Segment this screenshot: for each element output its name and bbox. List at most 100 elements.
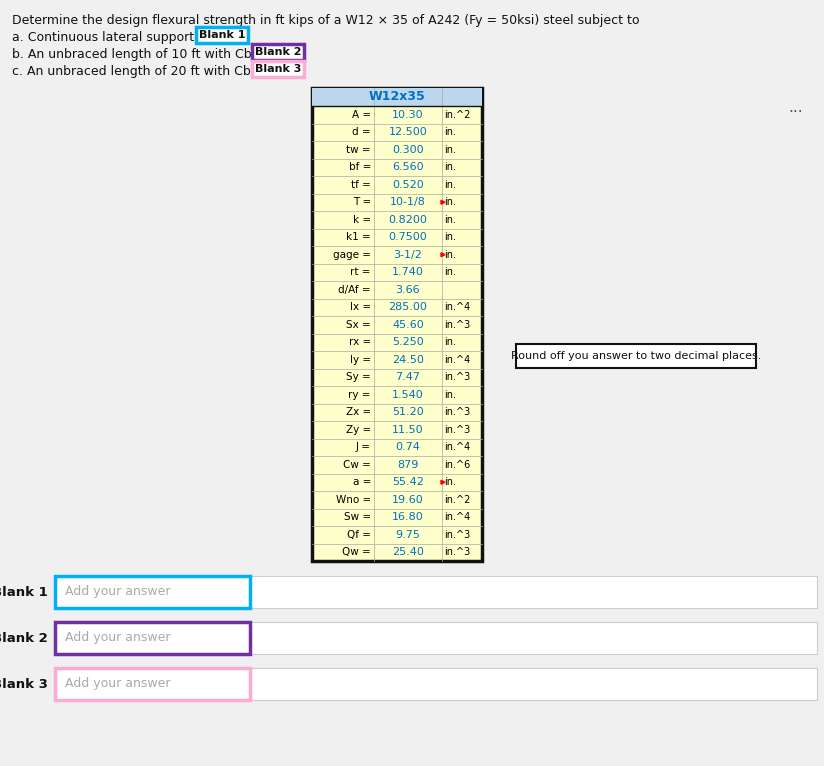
Text: Sw =: Sw =	[344, 512, 371, 522]
Text: in.^2: in.^2	[444, 110, 471, 119]
Text: T =: T =	[353, 198, 371, 208]
Text: in.: in.	[444, 145, 456, 155]
Text: in.: in.	[444, 477, 456, 487]
Text: 0.74: 0.74	[396, 442, 420, 452]
Text: Blank 2: Blank 2	[0, 631, 48, 644]
Text: Qf =: Qf =	[347, 530, 371, 540]
Polygon shape	[441, 253, 445, 257]
Text: W12x35: W12x35	[368, 90, 425, 103]
Text: Wno =: Wno =	[335, 495, 371, 505]
Text: in.^3: in.^3	[444, 547, 471, 557]
Text: in.^2: in.^2	[444, 495, 471, 505]
Text: 51.20: 51.20	[392, 408, 424, 417]
Bar	[516, 344, 756, 368]
Text: J =: J =	[356, 442, 371, 452]
Text: Add your answer: Add your answer	[65, 631, 171, 644]
Text: in.^3: in.^3	[444, 530, 471, 540]
Text: b. An unbraced length of 10 ft with Cb = 1.0.: b. An unbraced length of 10 ft with Cb =…	[12, 48, 294, 61]
Text: d =: d =	[353, 127, 371, 137]
Text: 11.50: 11.50	[392, 425, 424, 435]
Text: A =: A =	[352, 110, 371, 119]
Text: ry =: ry =	[349, 390, 371, 400]
Text: 10-1/8: 10-1/8	[390, 198, 426, 208]
Bar	[252, 44, 304, 60]
Text: in.^4: in.^4	[444, 512, 471, 522]
Text: Add your answer: Add your answer	[65, 585, 171, 598]
Text: in.: in.	[444, 180, 456, 190]
Text: 3.66: 3.66	[396, 285, 420, 295]
Text: tf =: tf =	[351, 180, 371, 190]
Text: 9.75: 9.75	[396, 530, 420, 540]
Text: in.: in.	[444, 127, 456, 137]
Bar	[196, 27, 248, 43]
Text: Cw =: Cw =	[343, 460, 371, 470]
Text: 0.7500: 0.7500	[389, 232, 428, 242]
Text: gage =: gage =	[333, 250, 371, 260]
Text: 45.60: 45.60	[392, 319, 424, 329]
Text: Zy =: Zy =	[346, 425, 371, 435]
Text: 0.8200: 0.8200	[389, 214, 428, 224]
Bar	[55, 622, 817, 654]
Text: 0.300: 0.300	[392, 145, 424, 155]
Text: Determine the design flexural strength in ft kips of a W12 × 35 of A242 (Fy = 50: Determine the design flexural strength i…	[12, 14, 639, 27]
Text: ...: ...	[789, 100, 803, 115]
Text: Ix =: Ix =	[350, 303, 371, 313]
Text: Blank 1: Blank 1	[0, 585, 48, 598]
Text: in.^4: in.^4	[444, 355, 471, 365]
Text: c. An unbraced length of 20 ft with Cb = 1.0.: c. An unbraced length of 20 ft with Cb =…	[12, 65, 293, 78]
Text: Add your answer: Add your answer	[65, 677, 171, 690]
Text: in.^4: in.^4	[444, 303, 471, 313]
Text: Zx =: Zx =	[346, 408, 371, 417]
Text: 3-1/2: 3-1/2	[394, 250, 423, 260]
Text: Sy =: Sy =	[346, 372, 371, 382]
Text: in.^3: in.^3	[444, 425, 471, 435]
Bar	[312, 88, 482, 561]
Bar	[312, 88, 482, 106]
Text: in.: in.	[444, 232, 456, 242]
Text: a =: a =	[353, 477, 371, 487]
Text: a. Continuous lateral support.: a. Continuous lateral support.	[12, 31, 198, 44]
Text: d/Af =: d/Af =	[339, 285, 371, 295]
Polygon shape	[441, 480, 445, 484]
Text: in.^4: in.^4	[444, 442, 471, 452]
Text: in.^6: in.^6	[444, 460, 471, 470]
Text: rx =: rx =	[349, 337, 371, 347]
Bar	[55, 668, 250, 700]
Text: Blank 3: Blank 3	[255, 64, 302, 74]
Text: 55.42: 55.42	[392, 477, 424, 487]
Text: in.: in.	[444, 162, 456, 172]
Text: in.: in.	[444, 390, 456, 400]
Text: Round off you answer to two decimal places.: Round off you answer to two decimal plac…	[511, 351, 761, 361]
Polygon shape	[441, 200, 445, 205]
Text: in.: in.	[444, 250, 456, 260]
Text: Blank 3: Blank 3	[0, 677, 48, 690]
Text: 10.30: 10.30	[392, 110, 424, 119]
Text: 0.520: 0.520	[392, 180, 424, 190]
Text: k =: k =	[353, 214, 371, 224]
Bar	[55, 622, 250, 654]
Text: 7.47: 7.47	[396, 372, 420, 382]
Text: Sx =: Sx =	[346, 319, 371, 329]
Text: Blank 1: Blank 1	[199, 30, 246, 40]
Text: 12.500: 12.500	[389, 127, 428, 137]
Text: in.^3: in.^3	[444, 372, 471, 382]
Text: Blank 2: Blank 2	[255, 47, 302, 57]
Text: tw =: tw =	[346, 145, 371, 155]
Text: 25.40: 25.40	[392, 547, 424, 557]
Text: 285.00: 285.00	[389, 303, 428, 313]
Text: 5.250: 5.250	[392, 337, 424, 347]
Text: Qw =: Qw =	[342, 547, 371, 557]
Text: k1 =: k1 =	[346, 232, 371, 242]
Text: 19.60: 19.60	[392, 495, 424, 505]
Text: rt =: rt =	[350, 267, 371, 277]
Text: bf =: bf =	[349, 162, 371, 172]
Text: ly =: ly =	[350, 355, 371, 365]
Text: 6.560: 6.560	[392, 162, 424, 172]
Bar	[55, 668, 817, 700]
Text: 24.50: 24.50	[392, 355, 424, 365]
Text: 879: 879	[397, 460, 419, 470]
Text: 16.80: 16.80	[392, 512, 424, 522]
Text: in.: in.	[444, 198, 456, 208]
Text: 1.740: 1.740	[392, 267, 424, 277]
Text: in.: in.	[444, 267, 456, 277]
